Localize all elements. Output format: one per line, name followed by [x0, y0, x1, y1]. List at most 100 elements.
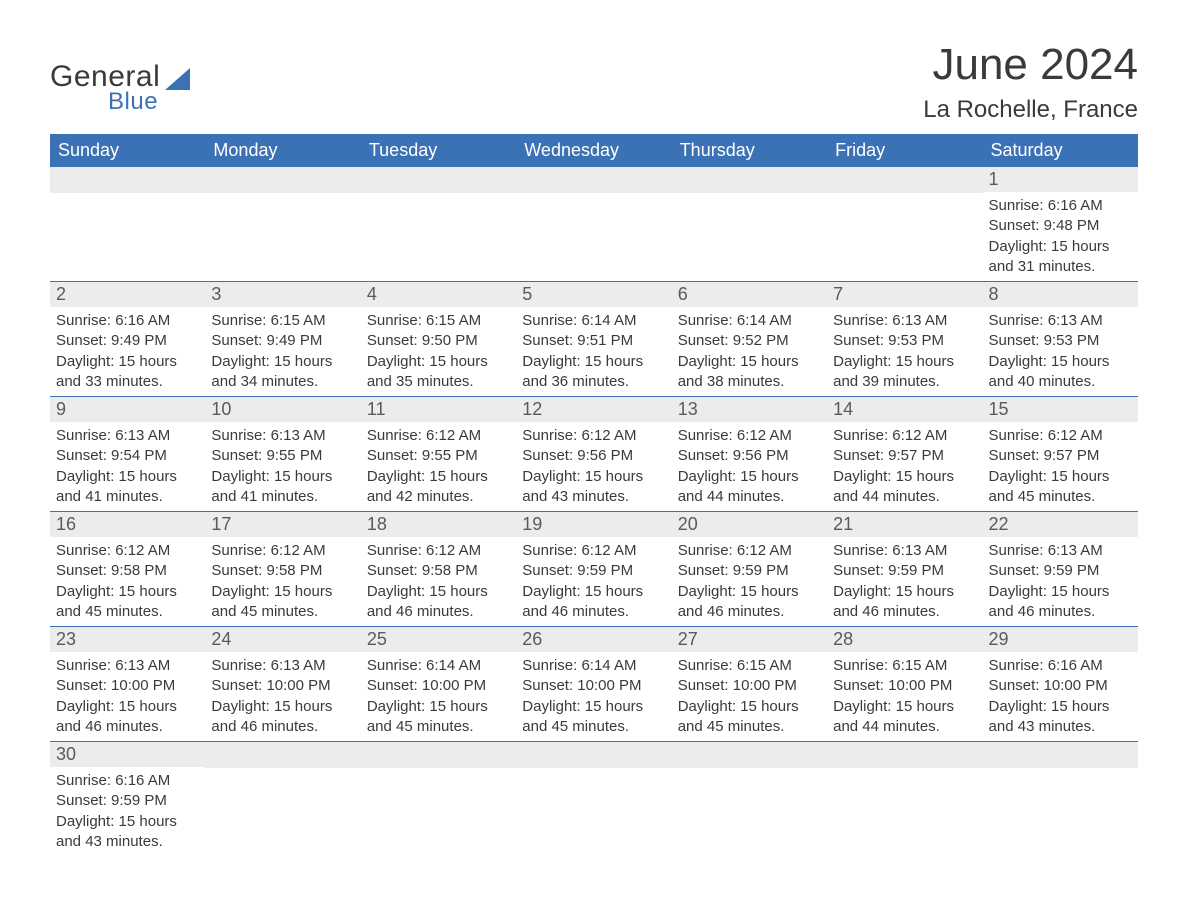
day-number: 25	[361, 627, 516, 652]
calendar-thead: SundayMondayTuesdayWednesdayThursdayFrid…	[50, 134, 1138, 167]
daylight-text: Daylight: 15 hours and 46 minutes.	[522, 582, 665, 623]
sunrise-text: Sunrise: 6:15 AM	[367, 311, 510, 331]
daylight-text: Daylight: 15 hours and 41 minutes.	[211, 467, 354, 508]
sunset-text: Sunset: 9:58 PM	[56, 561, 199, 581]
calendar-cell	[361, 742, 516, 857]
sunrise-text: Sunrise: 6:16 AM	[56, 311, 199, 331]
calendar-cell: 17Sunrise: 6:12 AMSunset: 9:58 PMDayligh…	[205, 512, 360, 627]
calendar-cell	[672, 742, 827, 857]
calendar-cell: 22 Sunrise: 6:13 AMSunset: 9:59 PMDayligh…	[983, 512, 1138, 627]
sunrise-text: Sunrise: 6:12 AM	[989, 426, 1132, 446]
daylight-text: Daylight: 15 hours and 45 minutes.	[211, 582, 354, 623]
day-details: Sunrise: 6:15 AMSunset: 10:00 PMDaylight…	[672, 652, 827, 741]
day-number: 19	[516, 512, 671, 537]
day-details: Sunrise: 6:16 AMSunset: 9:48 PMDaylight:…	[983, 192, 1138, 281]
day-details: Sunrise: 6:13 AMSunset: 10:00 PMDaylight…	[205, 652, 360, 741]
calendar-cell	[361, 167, 516, 282]
sunrise-text: Sunrise: 6:13 AM	[989, 541, 1132, 561]
sunset-text: Sunset: 9:59 PM	[56, 791, 199, 811]
day-header: Saturday	[983, 134, 1138, 167]
daylight-text: Daylight: 15 hours and 44 minutes.	[833, 697, 976, 738]
sunset-text: Sunset: 9:54 PM	[56, 446, 199, 466]
calendar-cell: 29Sunrise: 6:16 AMSunset: 10:00 PMDaylig…	[983, 627, 1138, 742]
sunrise-text: Sunrise: 6:14 AM	[678, 311, 821, 331]
day-details: Sunrise: 6:12 AMSunset: 9:58 PMDaylight:…	[205, 537, 360, 626]
day-details: Sunrise: 6:13 AMSunset: 9:59 PMDaylight:…	[827, 537, 982, 626]
day-details: Sunrise: 6:16 AMSunset: 9:59 PMDaylight:…	[50, 767, 205, 856]
day-number-empty	[827, 742, 982, 768]
sunrise-text: Sunrise: 6:16 AM	[56, 771, 199, 791]
calendar-cell: 13Sunrise: 6:12 AMSunset: 9:56 PMDayligh…	[672, 397, 827, 512]
calendar-cell: 7Sunrise: 6:13 AMSunset: 9:53 PMDaylight…	[827, 282, 982, 397]
daylight-text: Daylight: 15 hours and 45 minutes.	[56, 582, 199, 623]
daylight-text: Daylight: 15 hours and 45 minutes.	[367, 697, 510, 738]
calendar-cell: 21Sunrise: 6:13 AMSunset: 9:59 PMDayligh…	[827, 512, 982, 627]
day-header: Tuesday	[361, 134, 516, 167]
daylight-text: Daylight: 15 hours and 46 minutes.	[989, 582, 1132, 623]
calendar-cell: 4Sunrise: 6:15 AMSunset: 9:50 PMDaylight…	[361, 282, 516, 397]
day-number-empty	[50, 167, 205, 193]
sunrise-text: Sunrise: 6:16 AM	[989, 196, 1132, 216]
calendar-cell: 24Sunrise: 6:13 AMSunset: 10:00 PMDaylig…	[205, 627, 360, 742]
daylight-text: Daylight: 15 hours and 40 minutes.	[989, 352, 1132, 393]
location-label: La Rochelle, France	[923, 96, 1138, 124]
day-details: Sunrise: 6:13 AMSunset: 9:53 PMDaylight:…	[827, 307, 982, 396]
day-header: Friday	[827, 134, 982, 167]
day-details: Sunrise: 6:14 AMSunset: 10:00 PMDaylight…	[516, 652, 671, 741]
day-number: 1	[983, 167, 1138, 192]
day-number-empty	[516, 742, 671, 768]
sunrise-text: Sunrise: 6:13 AM	[833, 311, 976, 331]
daylight-text: Daylight: 15 hours and 44 minutes.	[833, 467, 976, 508]
sunset-text: Sunset: 9:49 PM	[56, 331, 199, 351]
sunset-text: Sunset: 9:59 PM	[522, 561, 665, 581]
day-number-empty	[516, 167, 671, 193]
sunset-text: Sunset: 9:53 PM	[833, 331, 976, 351]
day-details: Sunrise: 6:12 AMSunset: 9:56 PMDaylight:…	[516, 422, 671, 511]
logo: General Blue	[50, 60, 190, 116]
day-details: Sunrise: 6:14 AMSunset: 9:51 PMDaylight:…	[516, 307, 671, 396]
day-number: 21	[827, 512, 982, 537]
day-number: 27	[672, 627, 827, 652]
day-number: 15	[983, 397, 1138, 422]
calendar-cell: 1Sunrise: 6:16 AMSunset: 9:48 PMDaylight…	[983, 167, 1138, 282]
sunrise-text: Sunrise: 6:13 AM	[56, 426, 199, 446]
day-number: 4	[361, 282, 516, 307]
sunrise-text: Sunrise: 6:12 AM	[211, 541, 354, 561]
day-details: Sunrise: 6:15 AMSunset: 9:49 PMDaylight:…	[205, 307, 360, 396]
day-details: Sunrise: 6:12 AMSunset: 9:59 PMDaylight:…	[516, 537, 671, 626]
day-number-empty	[205, 167, 360, 193]
sunset-text: Sunset: 9:57 PM	[989, 446, 1132, 466]
day-number: 30	[50, 742, 205, 767]
day-details: Sunrise: 6:12 AMSunset: 9:56 PMDaylight:…	[672, 422, 827, 511]
sunset-text: Sunset: 10:00 PM	[367, 676, 510, 696]
day-number: 8	[983, 282, 1138, 307]
daylight-text: Daylight: 15 hours and 41 minutes.	[56, 467, 199, 508]
daylight-text: Daylight: 15 hours and 35 minutes.	[367, 352, 510, 393]
sunrise-text: Sunrise: 6:12 AM	[678, 426, 821, 446]
sunrise-text: Sunrise: 6:13 AM	[211, 656, 354, 676]
sunset-text: Sunset: 9:59 PM	[989, 561, 1132, 581]
calendar-cell	[672, 167, 827, 282]
daylight-text: Daylight: 15 hours and 43 minutes.	[989, 697, 1132, 738]
sunset-text: Sunset: 10:00 PM	[522, 676, 665, 696]
sunrise-text: Sunrise: 6:12 AM	[522, 426, 665, 446]
calendar-cell: 6Sunrise: 6:14 AMSunset: 9:52 PMDaylight…	[672, 282, 827, 397]
month-title: June 2024	[923, 40, 1138, 90]
calendar-week-row: 30Sunrise: 6:16 AMSunset: 9:59 PMDayligh…	[50, 742, 1138, 857]
day-number: 6	[672, 282, 827, 307]
calendar-week-row: 1Sunrise: 6:16 AMSunset: 9:48 PMDaylight…	[50, 167, 1138, 282]
daylight-text: Daylight: 15 hours and 42 minutes.	[367, 467, 510, 508]
logo-triangle-icon	[165, 68, 190, 90]
day-number: 22	[983, 512, 1138, 537]
day-number: 9	[50, 397, 205, 422]
sunset-text: Sunset: 10:00 PM	[833, 676, 976, 696]
day-number: 23	[50, 627, 205, 652]
day-header: Wednesday	[516, 134, 671, 167]
calendar-cell: 3Sunrise: 6:15 AMSunset: 9:49 PMDaylight…	[205, 282, 360, 397]
sunrise-text: Sunrise: 6:16 AM	[989, 656, 1132, 676]
calendar-cell: 2Sunrise: 6:16 AMSunset: 9:49 PMDaylight…	[50, 282, 205, 397]
sunrise-text: Sunrise: 6:12 AM	[367, 426, 510, 446]
day-number: 5	[516, 282, 671, 307]
header: General Blue June 2024 La Rochelle, Fran…	[50, 40, 1138, 124]
sunset-text: Sunset: 9:48 PM	[989, 216, 1132, 236]
